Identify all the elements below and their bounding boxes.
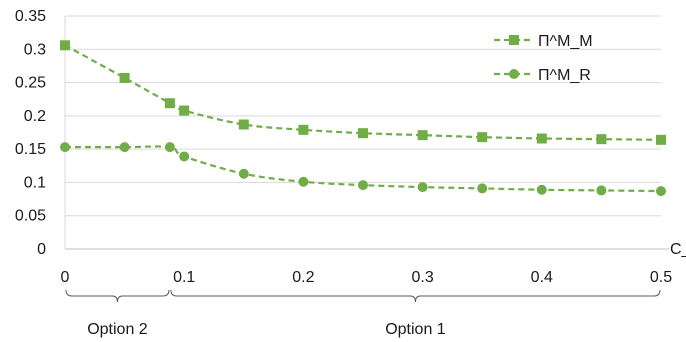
data-point-circle (238, 168, 249, 179)
brace (170, 289, 661, 303)
data-point-square (656, 134, 666, 145)
y-tick-label: 0.15 (15, 141, 46, 158)
data-point-square (119, 72, 130, 83)
data-point-circle (358, 180, 368, 191)
data-point-square (596, 134, 607, 145)
data-point-square (477, 132, 488, 143)
y-tick-label: 0.3 (24, 41, 46, 58)
y-tick-label: 0.25 (15, 75, 46, 92)
data-point-circle (656, 186, 666, 197)
gridlines (65, 15, 661, 217)
y-tick-label: 0.05 (15, 208, 46, 225)
y-tick-label: 0.1 (24, 174, 46, 191)
option-braces: Option 2 Option 1 (65, 289, 661, 338)
legend-label: Π^M_R (538, 67, 591, 84)
data-point-circle (60, 142, 70, 153)
x-tick-label: 0.2 (292, 269, 314, 286)
data-point-square (358, 128, 368, 139)
x-axis-ticks: 0 0.1 0.2 0.3 0.4 0.5 (61, 269, 673, 286)
brace (65, 289, 170, 303)
x-tick-label: 0.4 (531, 269, 553, 286)
data-point-circle (298, 176, 309, 187)
data-point-circle (119, 142, 130, 153)
data-point-circle (417, 182, 428, 193)
legend: Π^M_M Π^M_R (494, 33, 593, 84)
y-axis-ticks: 0 0.05 0.1 0.15 0.2 0.25 0.3 0.35 (15, 8, 46, 258)
data-point-square (536, 133, 547, 144)
data-point-circle (477, 183, 488, 194)
option-label: Option 2 (87, 321, 148, 338)
data-point-square (179, 105, 190, 116)
y-tick-label: 0.35 (15, 8, 46, 25)
data-point-circle (164, 142, 175, 153)
x-tick-label: 0.3 (411, 269, 433, 286)
x-axis-label: C_l (670, 241, 686, 258)
data-point-square (417, 130, 428, 141)
axes (64, 16, 669, 250)
data-point-circle (536, 184, 547, 195)
series-layer (60, 40, 666, 197)
series-line (64, 44, 662, 141)
data-point-square (238, 119, 249, 130)
data-point-square (60, 40, 70, 51)
option-label: Option 1 (385, 321, 446, 338)
data-point-circle (179, 151, 190, 162)
y-tick-label: 0 (37, 241, 46, 258)
x-tick-label: 0.5 (650, 269, 672, 286)
x-tick-label: 0 (61, 269, 70, 286)
legend-label: Π^M_M (538, 33, 593, 50)
y-tick-label: 0.2 (24, 108, 46, 125)
legend-marker-circle (509, 69, 519, 79)
data-point-square (298, 124, 309, 135)
data-point-circle (596, 185, 607, 196)
legend-marker-square (509, 35, 519, 45)
x-tick-label: 0.1 (173, 269, 195, 286)
data-point-square (164, 98, 175, 109)
